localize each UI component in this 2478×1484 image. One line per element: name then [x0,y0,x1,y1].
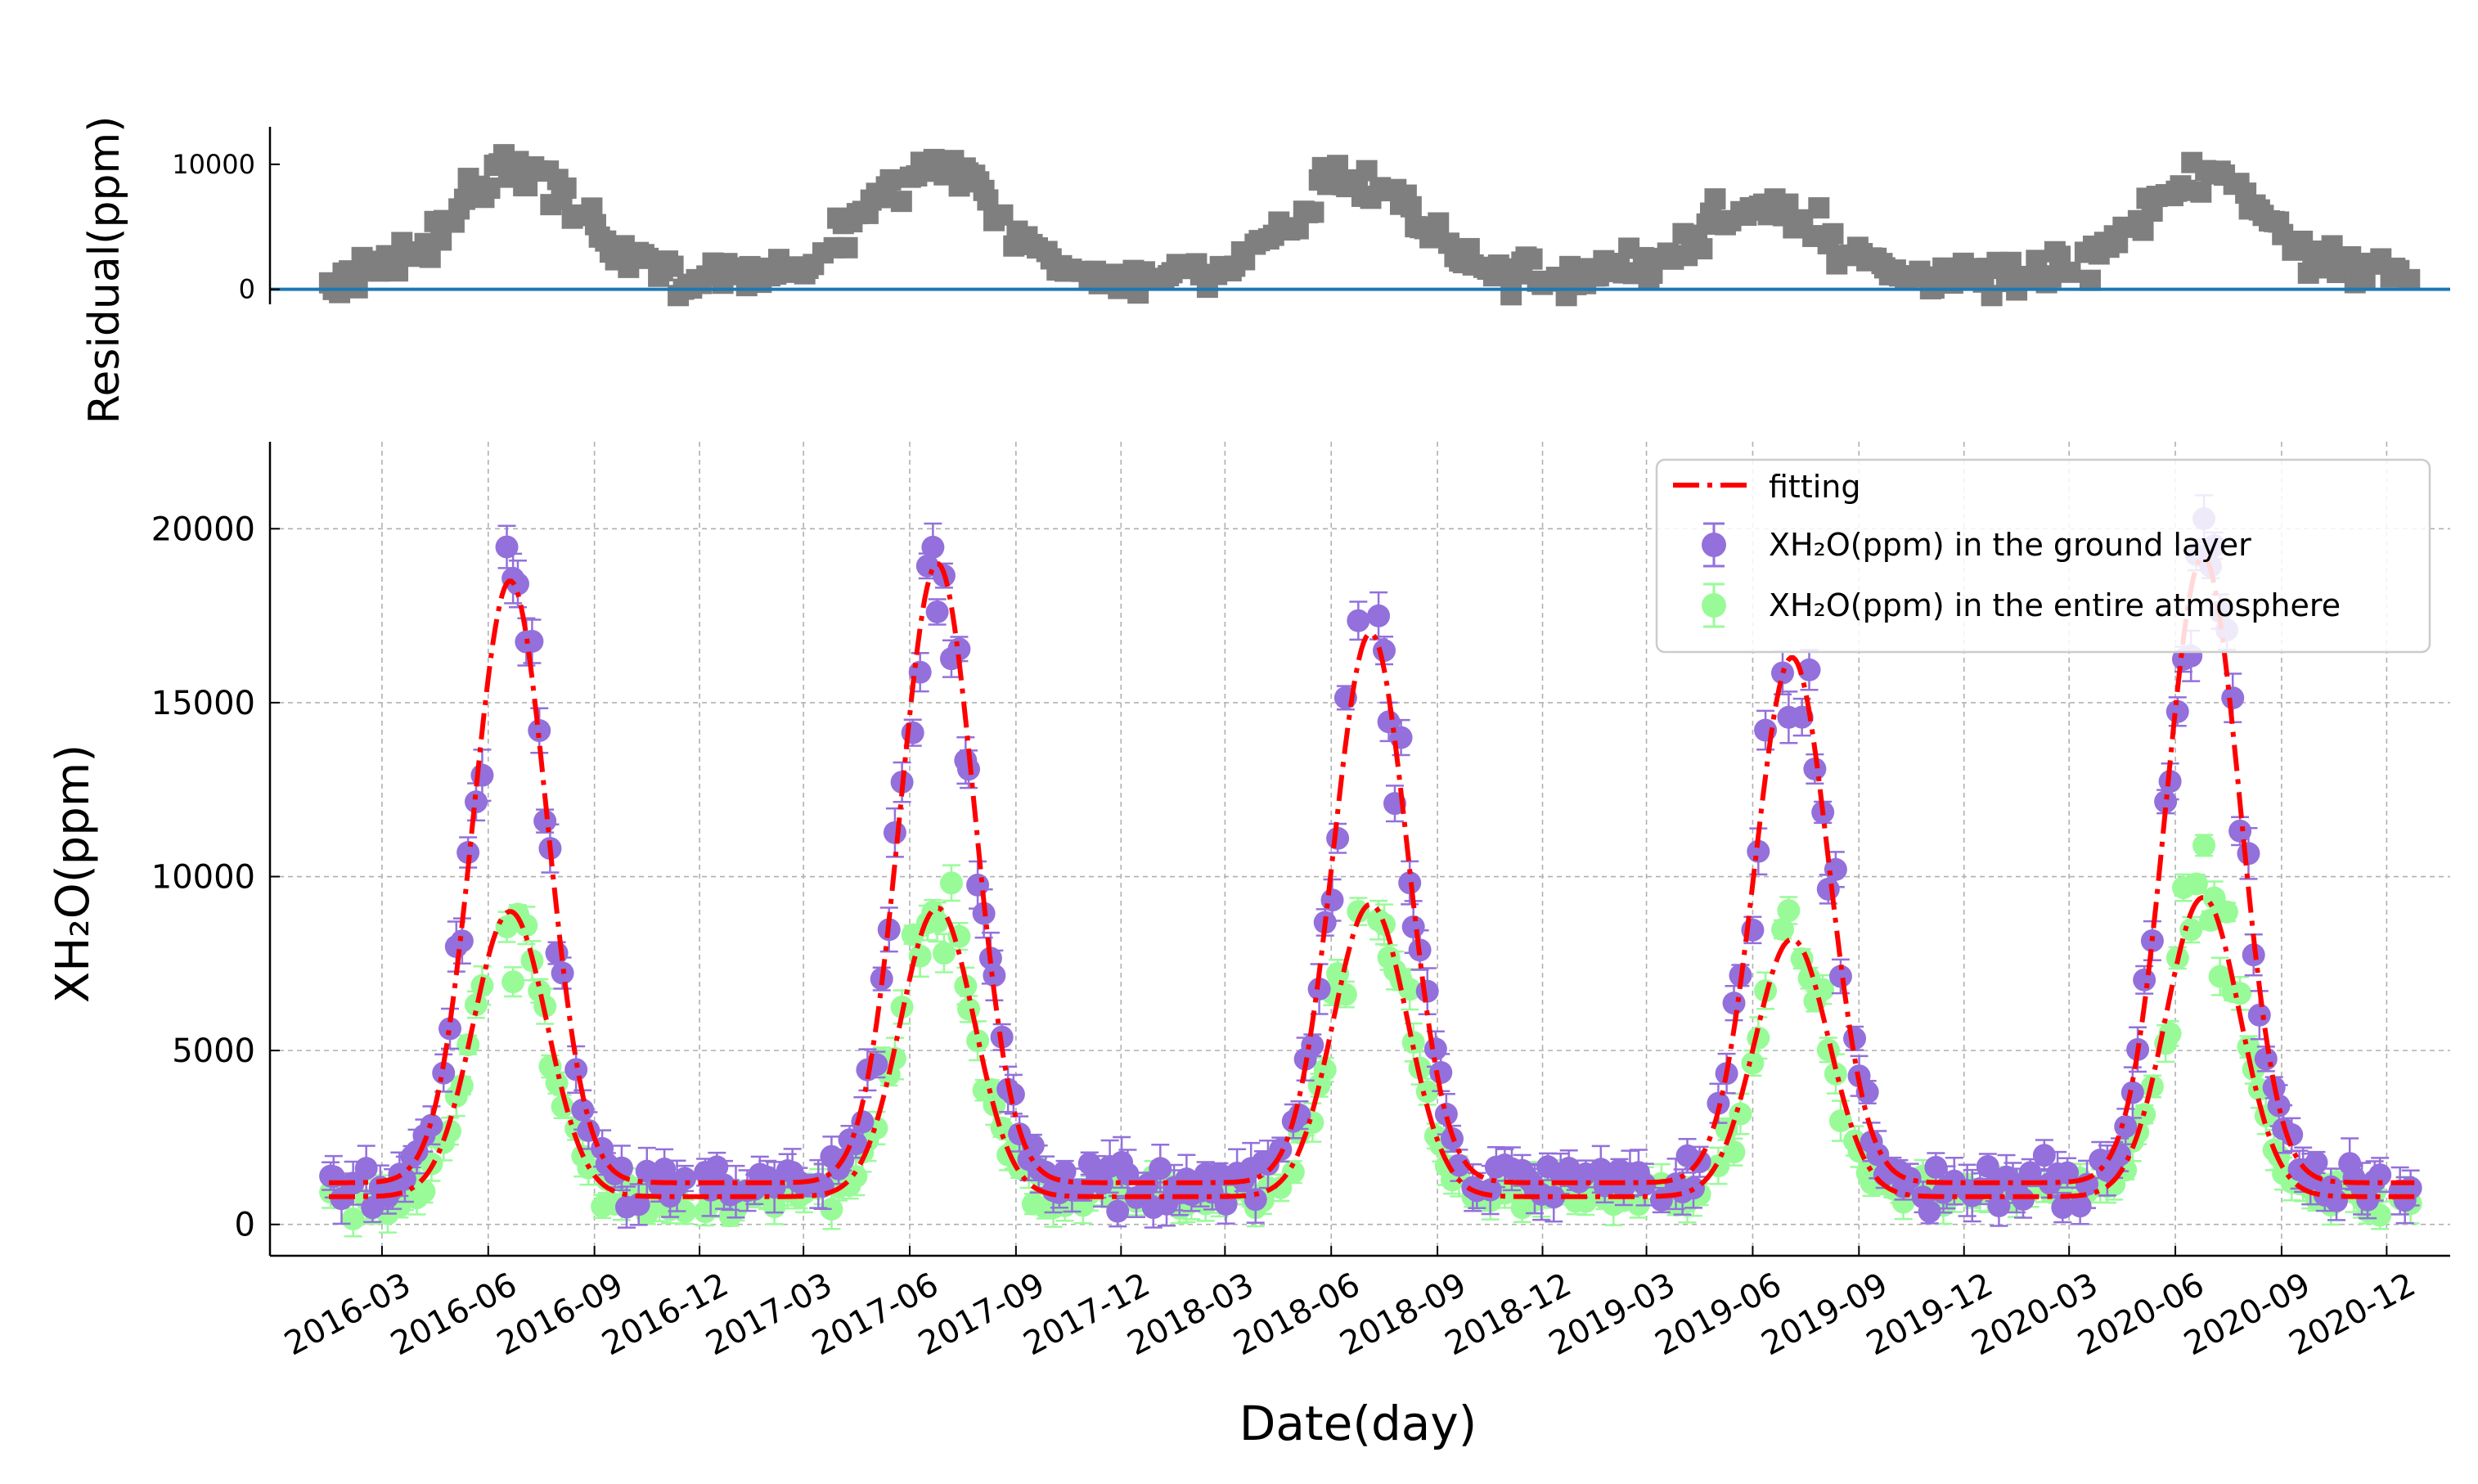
ground-layer-point [1301,1033,1324,1058]
residual-point [1500,284,1522,306]
ground-layer-point [627,1183,650,1226]
ground-layer-point [506,559,529,609]
ground-layer-point [545,941,569,965]
fitting-line-ground [329,554,2415,1185]
legend-box [1655,458,2431,654]
ground-layer-point [1347,600,1370,641]
residual-point [2059,261,2081,283]
residual-point [430,229,452,251]
residual-point [662,255,684,277]
main-y-label: XH₂O(ppm) [47,744,100,1003]
legend-atmosphere-label: XH₂O(ppm) in the entire atmosphere [1769,587,2341,623]
ground-layer-point [2133,965,2156,995]
main-panel: 0 5000 10000 15000 20000 2016-032016-062016-… [47,442,2450,1451]
ground-layer-point [1243,1175,1267,1224]
atmosphere-point [2192,834,2216,857]
ground-layer-point [673,1164,697,1193]
main-x-ticks: 2016-032016-062016-092016-122017-032017-… [278,1246,2422,1363]
residual-points [318,144,2421,307]
residual-point [890,191,912,213]
atmosphere-point [1811,974,1835,1005]
main-y-tick-label: 5000 [172,1032,255,1070]
residual-point [1822,223,1844,245]
atmosphere-point [865,1110,888,1146]
residual-point [1326,155,1348,177]
legend-atmosphere-swatch [1702,582,1726,628]
atmosphere-point [939,864,963,902]
ground-layer-point [464,782,488,822]
residual-y-tick-label: 0 [239,274,255,305]
atmosphere-point [1741,1050,1765,1077]
atmosphere-point [2368,1200,2392,1230]
main-y-tick-label: 10000 [151,859,255,897]
atmosphere-point [2184,872,2208,896]
residual-point [555,177,577,199]
main-y-ticks: 0 5000 10000 15000 20000 [151,510,280,1244]
residual-point [2399,268,2421,290]
legend-fitting-label: fitting [1769,469,1861,505]
ground-layer-point [883,807,906,858]
residual-point [2079,269,2101,291]
residual-point [1691,238,1713,260]
residual-y-tick-label: 10000 [172,149,255,180]
ground-layer-point [1415,967,1439,1015]
residual-point [479,178,501,200]
residual-point [1808,197,1830,219]
ground-layer-point [1106,1194,1130,1228]
residual-point [1704,188,1726,210]
residual-point [1428,212,1450,234]
ground-layer-point [1987,1185,2011,1227]
main-x-label: Date(day) [1239,1396,1477,1451]
ground-layer-point [925,598,949,626]
atmosphere-point [2215,900,2238,924]
ground-layer-point [2051,1191,2075,1224]
residual-point [1400,196,1422,218]
ground-layer-point [1149,1144,1172,1194]
residual-point [836,236,858,259]
ground-layer-point [520,618,544,664]
atmosphere-point [501,966,525,998]
atmosphere-point [1398,968,1422,1011]
residual-y-ticks: 0 10000 [172,149,280,305]
ground-layer-point [2368,1157,2392,1194]
ground-layer-point [2056,1157,2080,1189]
residual-point [1302,201,1324,223]
residual-point [1521,248,1543,270]
atmosphere-point [932,933,956,974]
legend: fitting XH₂O(ppm) in the ground layer XH… [1655,458,2431,654]
ground-layer-point [495,524,519,569]
main-y-tick-label: 0 [235,1207,255,1244]
residual-point [2132,219,2154,241]
main-y-tick-label: 20000 [151,510,255,548]
atmosphere-point [1729,1092,1752,1135]
atmosphere-point [908,934,932,978]
ground-layer-point [2018,1158,2042,1188]
ground-layer-point [2228,816,2252,847]
residual-y-label: Residual(ppm) [80,116,129,425]
residual-point [2040,266,2062,288]
fitting-line-atmosphere [329,895,2415,1199]
ground-layer-point [1367,591,1391,641]
ground-layer-point [456,836,480,869]
atmosphere-point [1401,1022,1425,1063]
legend-ground-swatch [1702,522,1726,568]
ground-layer-point [947,636,971,663]
atmosphere-point [412,1179,436,1204]
residual-point [2190,181,2212,203]
atmosphere-point [1777,896,1801,925]
residual-point [879,169,902,191]
atmosphere-point [2228,975,2252,1011]
legend-ground-label: XH₂O(ppm) in the ground layer [1769,527,2251,563]
residual-panel: 0 10000 Residual(ppm) [80,116,2450,425]
main-y-tick-label: 15000 [151,685,255,722]
